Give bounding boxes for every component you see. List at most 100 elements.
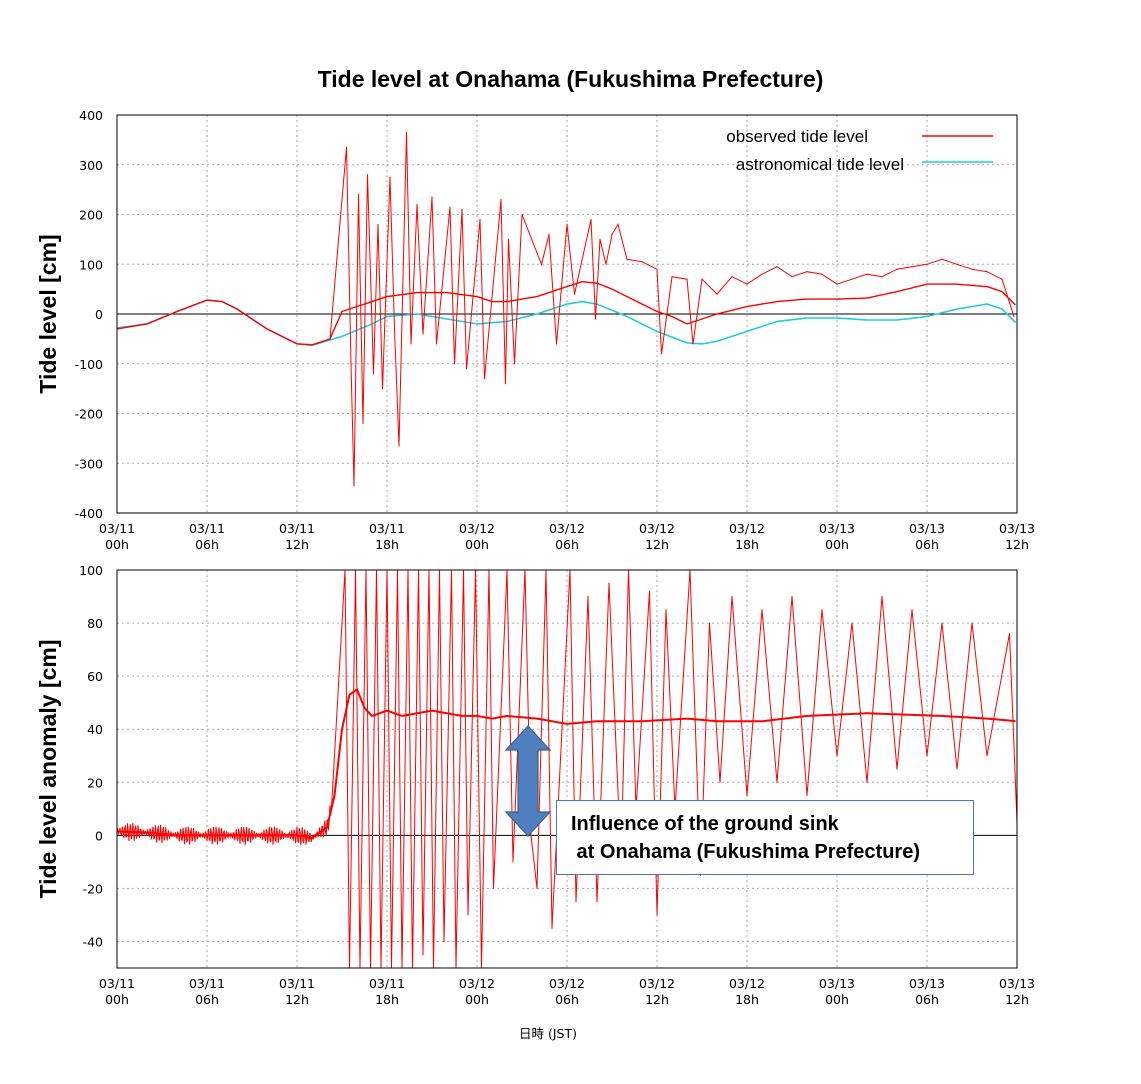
x-tick-label-date: 03/13: [819, 521, 855, 536]
legend-label-astronomical: astronomical tide level: [736, 155, 904, 174]
plot-frame: [116, 569, 1018, 969]
anomaly-peak-point: [971, 622, 973, 624]
observed-peak-point: [410, 343, 412, 345]
observed-peak-point: [660, 353, 663, 355]
observed-peak-point: [422, 333, 424, 335]
anomaly-peak-point: [986, 755, 988, 757]
anomaly-peak-point: [512, 861, 514, 863]
observed-peak-point: [746, 283, 748, 285]
observed-peak-point: [389, 176, 391, 178]
observed-peak-point: [641, 261, 643, 263]
anomaly-peak-point: [530, 834, 532, 836]
x-tick-label-hour: 00h: [465, 537, 489, 552]
y-tick-label: 100: [79, 563, 103, 578]
x-tick-label-date: 03/11: [189, 521, 225, 536]
anomaly-peak-point: [596, 901, 598, 903]
observed-peak-point: [611, 233, 613, 235]
y-tick-label: 400: [79, 108, 103, 123]
observed-peak-point: [366, 174, 369, 176]
x-tick-label-hour: 06h: [555, 537, 579, 552]
anomaly-noise-line: [117, 805, 332, 846]
observed-peak-point: [881, 276, 883, 278]
x-tick-label-date: 03/13: [999, 521, 1035, 536]
legend-label-observed: observed tide level: [726, 127, 868, 146]
observed-peak-point: [435, 343, 438, 345]
x-tick-label-hour: 00h: [825, 992, 849, 1007]
anomaly-peak-point: [422, 954, 424, 956]
y-tick-label: 100: [79, 257, 103, 272]
x-tick-label-hour: 06h: [915, 537, 939, 552]
anomaly-peak-point: [776, 781, 778, 783]
observed-peak-point: [971, 268, 973, 270]
y-axis-label: Tide level [cm]: [35, 234, 61, 393]
x-tick-label-date: 03/12: [549, 976, 585, 991]
observed-peak-point: [617, 223, 619, 226]
x-tick-label-hour: 12h: [285, 537, 309, 552]
anomaly-oscillation-line: [331, 570, 1017, 968]
anomaly-peak-point: [836, 755, 838, 757]
observed-peak-point: [357, 194, 360, 196]
observed-peak-point: [911, 266, 913, 268]
annotation-line-2: at Onahama (Fukushima Prefecture): [571, 841, 920, 863]
x-tick-label-date: 03/12: [639, 976, 675, 991]
anomaly-peak-point: [587, 595, 589, 598]
observed-peak-point: [656, 268, 658, 270]
anomaly-peak-point: [926, 755, 928, 757]
x-tick-label-hour: 18h: [735, 537, 759, 552]
observed-peak-point: [507, 238, 510, 240]
anomaly-peak-point: [761, 609, 763, 611]
observed-peak-point: [393, 328, 396, 330]
plot-frame: [116, 114, 1018, 514]
chart-panel-1: 03/1100h03/1106h03/1112h03/1118h03/1200h…: [35, 108, 1035, 552]
observed-peak-point: [372, 373, 375, 375]
observed-peak-point: [851, 278, 853, 280]
observed-peak-point: [671, 276, 673, 278]
x-tick-label-date: 03/12: [639, 521, 675, 536]
observed-peak-point: [345, 146, 348, 148]
x-tick-label-date: 03/13: [819, 976, 855, 991]
x-tick-label-date: 03/12: [549, 521, 585, 536]
observed-peak-point: [504, 383, 507, 385]
observed-peak-point: [353, 485, 355, 487]
observed-peak-point: [1001, 278, 1003, 280]
anomaly-peak-point: [791, 595, 793, 598]
x-tick-label-hour: 06h: [555, 992, 579, 1007]
x-tick-label-hour: 18h: [375, 537, 399, 552]
observed-peak-point: [806, 271, 808, 273]
x-axis-unit-label: 日時 (JST): [519, 1026, 577, 1041]
observed-peak-point: [821, 273, 823, 275]
anomaly-peak-point: [708, 622, 711, 624]
anomaly-peak-point: [806, 794, 808, 797]
anomaly-peak-point: [821, 609, 823, 611]
x-tick-label-hour: 12h: [1005, 537, 1029, 552]
x-tick-label-date: 03/13: [909, 976, 945, 991]
y-tick-label: -300: [75, 456, 103, 471]
observed-peak-point: [521, 213, 523, 216]
observed-peak-point: [1013, 315, 1015, 318]
observed-peak-point: [956, 263, 958, 265]
observed-peak-point: [500, 198, 502, 201]
anomaly-peak-point: [881, 595, 883, 598]
x-tick-label-date: 03/11: [99, 976, 135, 991]
observed-peak-point: [926, 263, 928, 265]
observed-peak-point: [548, 233, 550, 235]
y-tick-label: -400: [75, 506, 103, 521]
observed-peak-point: [540, 263, 543, 265]
observed-peak-point: [461, 208, 463, 211]
observed-peak-point: [555, 343, 558, 345]
observed-peak-point: [362, 422, 364, 425]
y-tick-label: 60: [87, 669, 103, 684]
x-tick-label-hour: 12h: [645, 537, 669, 552]
x-tick-label-date: 03/12: [729, 976, 765, 991]
y-tick-label: 40: [87, 722, 103, 737]
y-tick-label: 200: [79, 208, 103, 223]
x-tick-label-hour: 00h: [105, 992, 129, 1007]
observed-peak-point: [566, 223, 568, 226]
observed-peak-point: [350, 363, 352, 365]
y-tick-label: 0: [95, 307, 103, 322]
y-tick-label: -200: [75, 407, 103, 422]
observed-peak-point: [605, 263, 607, 265]
observed-peak-point: [594, 318, 597, 320]
x-tick-label-date: 03/11: [189, 976, 225, 991]
observed-peak-point: [431, 196, 433, 198]
